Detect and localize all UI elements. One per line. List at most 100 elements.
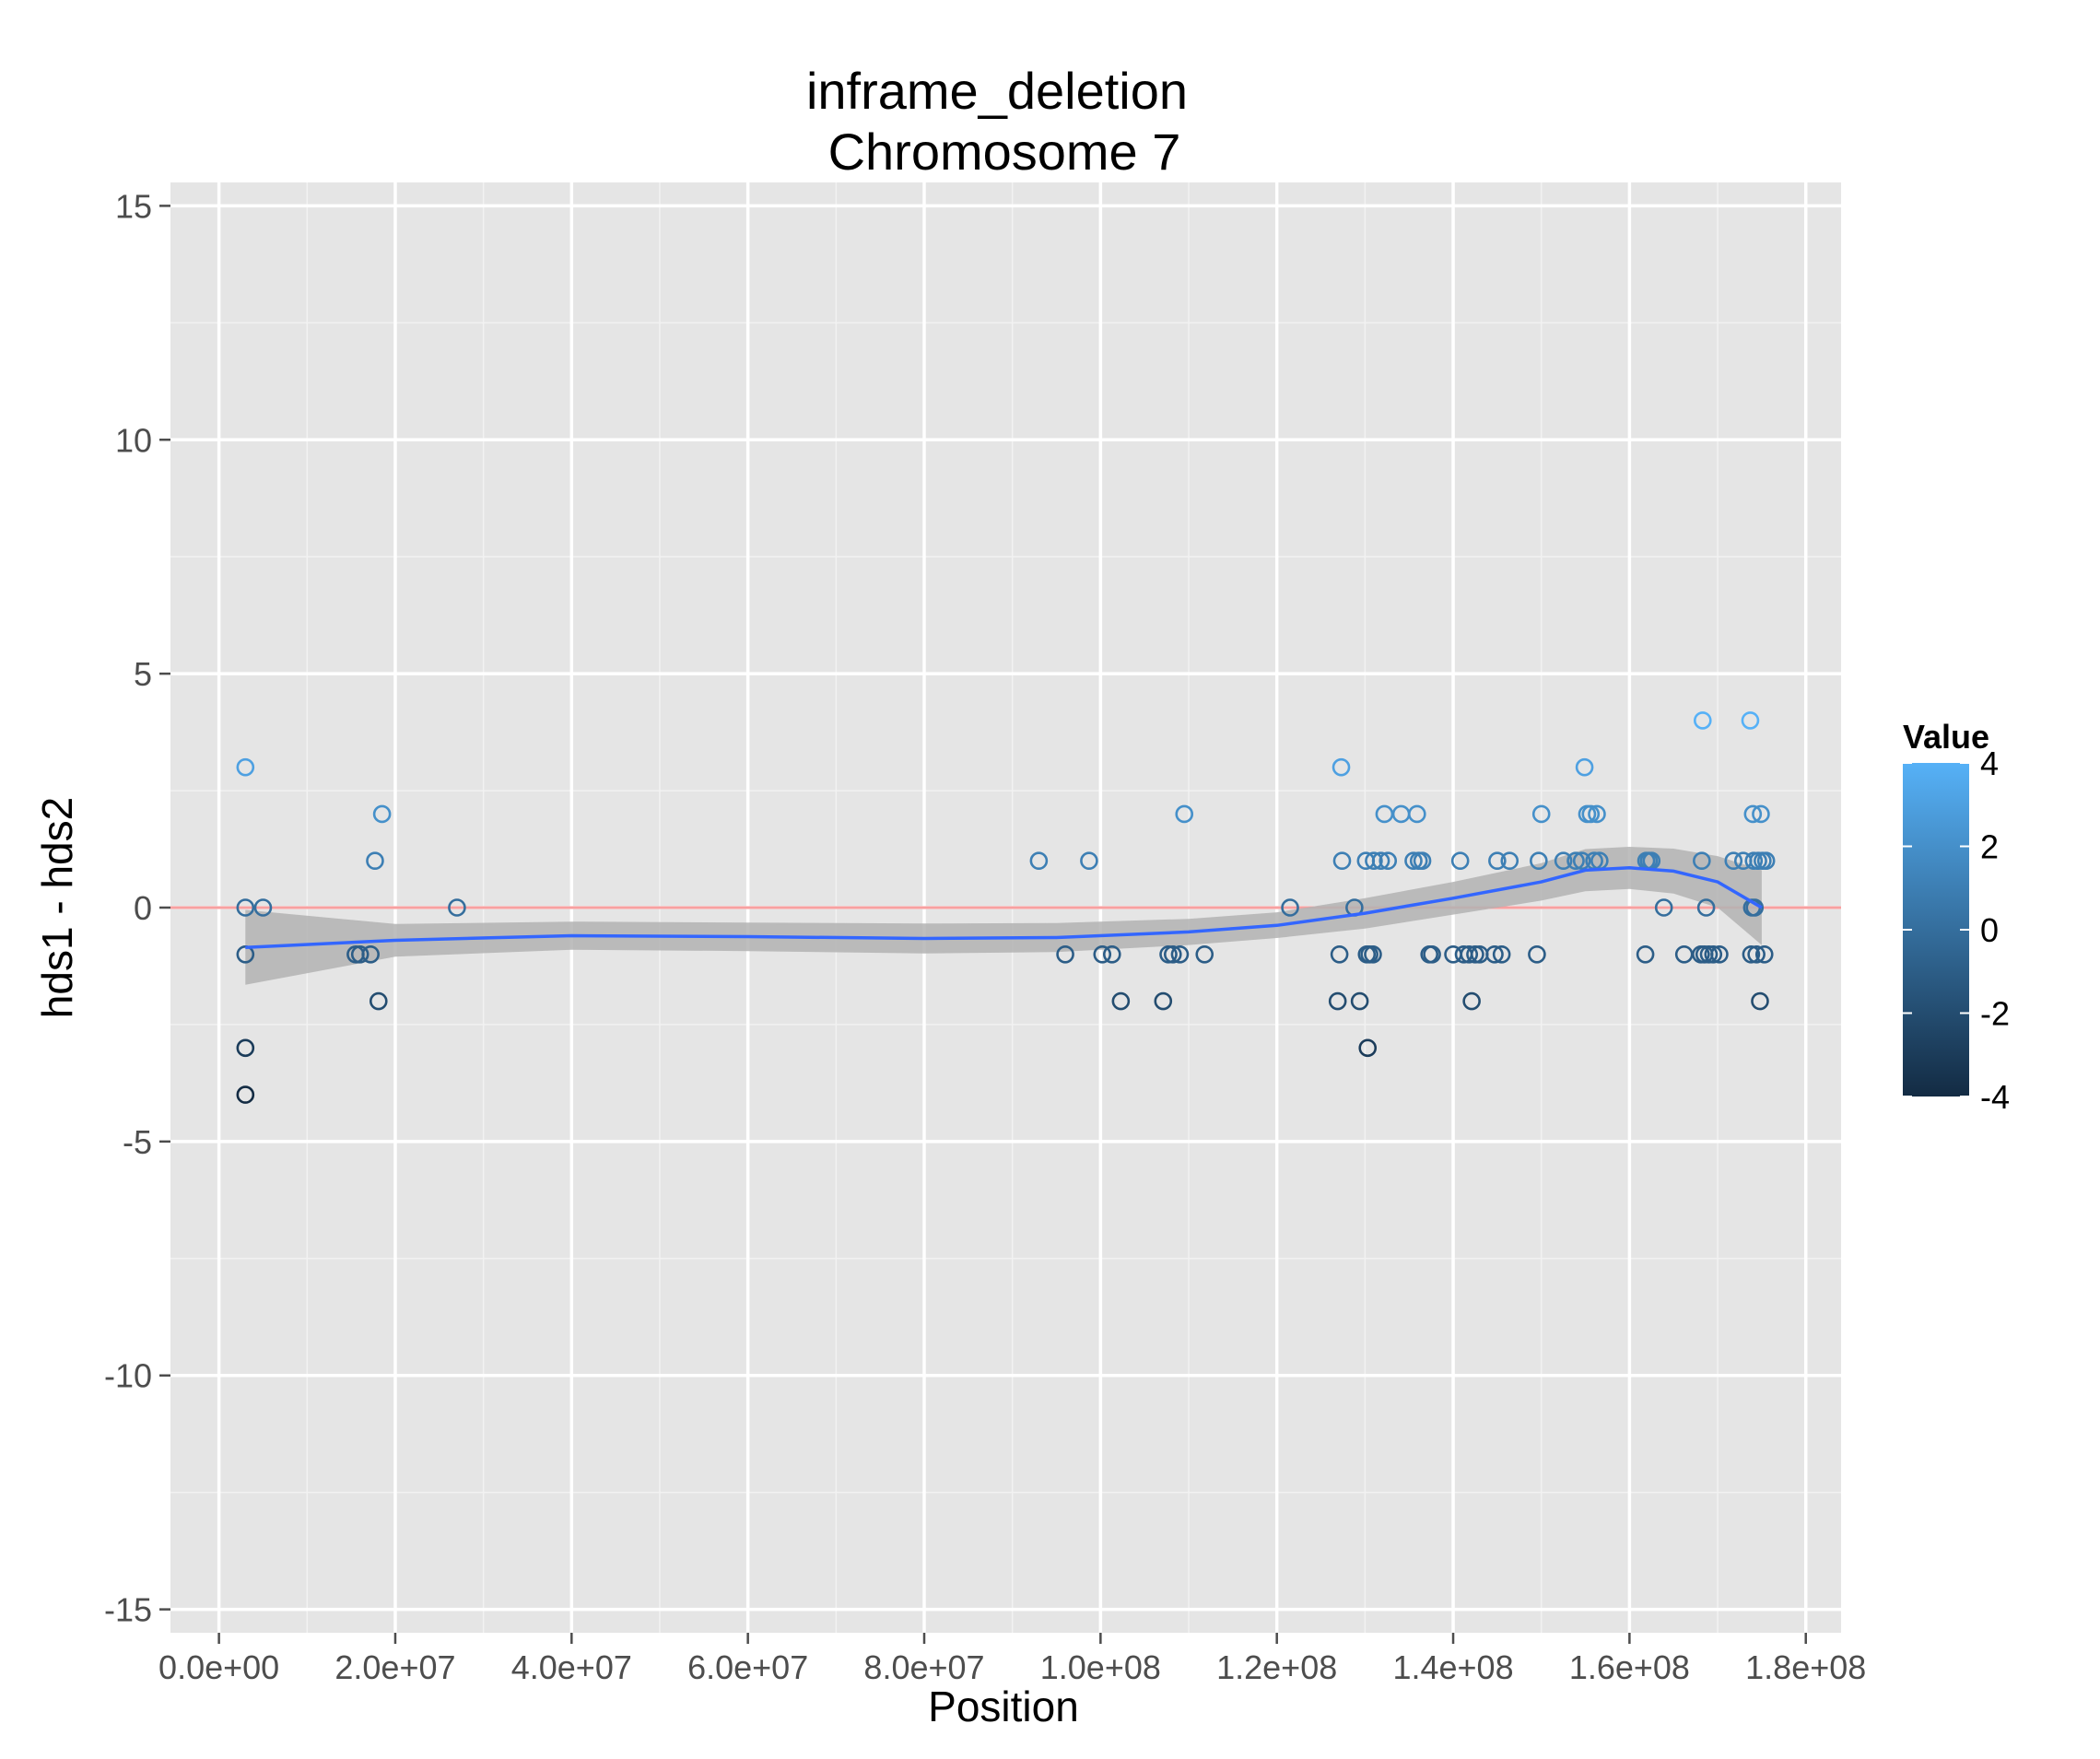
x-axis-title: Position bbox=[928, 1683, 1079, 1730]
legend-title: Value bbox=[1903, 718, 1989, 756]
data-point bbox=[1164, 944, 1182, 964]
data-point bbox=[1111, 991, 1131, 1011]
x-tick-label: 6.0e+07 bbox=[687, 1648, 808, 1686]
data-point bbox=[1364, 944, 1382, 964]
data-point bbox=[1450, 851, 1470, 871]
data-point bbox=[1332, 757, 1351, 777]
data-point bbox=[1636, 944, 1655, 964]
data-point bbox=[1747, 944, 1766, 964]
data-point bbox=[1102, 944, 1121, 964]
y-tick-label: 10 bbox=[115, 421, 152, 459]
data-point bbox=[1378, 851, 1398, 871]
chart-subtitle: Chromosome 7 bbox=[828, 123, 1181, 181]
data-point bbox=[1581, 804, 1601, 824]
data-point bbox=[1350, 991, 1369, 1011]
data-point bbox=[1745, 898, 1765, 917]
data-point bbox=[1696, 898, 1716, 917]
data-point bbox=[1754, 944, 1774, 964]
data-point bbox=[1751, 991, 1769, 1011]
data-point bbox=[1500, 851, 1519, 871]
y-tick-label: 5 bbox=[134, 655, 152, 693]
data-point bbox=[236, 898, 255, 917]
data-point bbox=[1492, 944, 1511, 964]
data-point bbox=[1554, 851, 1573, 871]
data-point bbox=[236, 757, 255, 777]
data-point bbox=[1462, 991, 1481, 1011]
data-point bbox=[369, 991, 388, 1011]
data-point bbox=[1195, 944, 1214, 964]
data-point bbox=[1093, 944, 1112, 964]
x-tick-label: 1.2e+08 bbox=[1216, 1648, 1337, 1686]
data-point bbox=[1528, 944, 1546, 964]
data-point bbox=[1693, 711, 1712, 730]
data-point bbox=[1056, 944, 1074, 964]
x-tick-label: 1.4e+08 bbox=[1392, 1648, 1513, 1686]
data-point bbox=[1281, 898, 1299, 917]
data-point bbox=[1175, 804, 1194, 824]
data-point bbox=[1330, 944, 1349, 964]
legend-tick-label: 0 bbox=[1980, 911, 1999, 949]
x-tick-label: 2.0e+07 bbox=[334, 1648, 455, 1686]
data-point bbox=[1531, 804, 1551, 824]
data-point bbox=[1741, 711, 1760, 730]
data-point bbox=[1154, 991, 1173, 1011]
y-tick-label: 0 bbox=[134, 889, 152, 927]
data-point bbox=[1756, 851, 1776, 871]
data-point bbox=[236, 1038, 255, 1058]
smooth-line bbox=[245, 866, 1763, 949]
x-tick-label: 1.6e+08 bbox=[1569, 1648, 1690, 1686]
data-point bbox=[1530, 851, 1548, 871]
data-point bbox=[1332, 851, 1352, 871]
data-point bbox=[448, 898, 466, 917]
y-tick-label: -10 bbox=[104, 1357, 152, 1395]
data-point bbox=[1371, 851, 1390, 871]
x-tick-label: 8.0e+07 bbox=[863, 1648, 984, 1686]
data-point bbox=[1724, 851, 1743, 871]
data-point bbox=[1365, 851, 1383, 871]
data-point bbox=[1358, 1038, 1378, 1058]
data-point bbox=[1328, 991, 1347, 1011]
y-tick-label: -5 bbox=[123, 1123, 152, 1161]
data-point bbox=[236, 1085, 255, 1104]
legend-tick-label: 4 bbox=[1980, 745, 1999, 782]
legend-colorbar bbox=[1903, 763, 1969, 1096]
data-point bbox=[1693, 851, 1711, 871]
data-point bbox=[1742, 944, 1761, 964]
legend-tick-label: -4 bbox=[1980, 1078, 2010, 1116]
data-point bbox=[372, 804, 392, 824]
data-point bbox=[1752, 804, 1770, 824]
data-point bbox=[1413, 851, 1432, 871]
y-axis-title: hds1 - hds2 bbox=[33, 797, 81, 1018]
data-point bbox=[253, 898, 273, 917]
y-tick-label: 15 bbox=[115, 187, 152, 225]
data-point bbox=[1743, 804, 1763, 824]
legend-tick-label: 2 bbox=[1980, 828, 1999, 866]
data-point bbox=[1404, 851, 1423, 871]
smooth-confidence-band bbox=[245, 847, 1762, 985]
data-point bbox=[1080, 851, 1098, 871]
y-tick-label: -15 bbox=[104, 1591, 152, 1629]
data-point bbox=[1423, 944, 1441, 964]
data-point bbox=[1572, 851, 1591, 871]
data-point bbox=[1704, 944, 1723, 964]
x-tick-label: 4.0e+07 bbox=[511, 1648, 632, 1686]
data-point bbox=[1654, 898, 1673, 917]
data-point bbox=[1460, 944, 1479, 964]
x-tick-label: 1.0e+08 bbox=[1040, 1648, 1161, 1686]
data-point bbox=[1488, 851, 1507, 871]
data-point bbox=[1575, 757, 1594, 777]
data-point bbox=[1408, 804, 1426, 824]
data-point bbox=[350, 944, 370, 964]
x-tick-label: 1.8e+08 bbox=[1745, 1648, 1866, 1686]
data-point bbox=[1566, 851, 1585, 871]
data-point bbox=[1029, 851, 1049, 871]
x-tick-label: 0.0e+00 bbox=[158, 1648, 279, 1686]
chart-title: inframe_deletion bbox=[806, 62, 1188, 120]
data-point bbox=[1170, 944, 1190, 964]
data-point bbox=[361, 944, 380, 964]
data-point bbox=[366, 851, 384, 871]
data-point bbox=[1710, 944, 1729, 964]
